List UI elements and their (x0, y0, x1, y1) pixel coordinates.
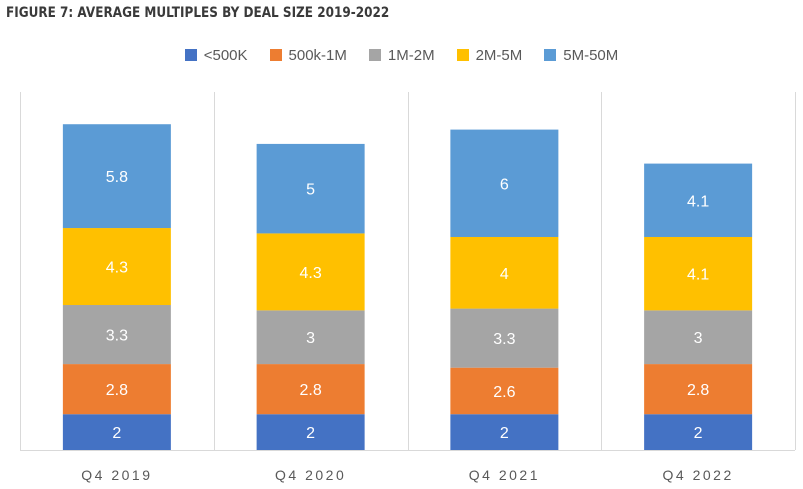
data-label: 4 (500, 266, 509, 283)
data-label: 4.3 (300, 265, 322, 282)
bar-segment (644, 364, 753, 415)
data-label: 2 (112, 425, 121, 442)
x-tick-label: Q4 2019 (81, 467, 152, 483)
bar-segment (62, 228, 171, 306)
data-label: 4.1 (687, 193, 709, 210)
data-label: 2.6 (493, 384, 515, 401)
legend-item-0: <500K (184, 46, 248, 64)
legend-swatch (184, 49, 197, 61)
legend-item-3: 2M-5M (456, 46, 523, 64)
data-label: 3.3 (106, 328, 128, 345)
legend-item-2: 1M-2M (368, 46, 435, 64)
data-label: 3 (306, 330, 315, 347)
bar-segment (256, 364, 365, 415)
data-label: 2 (500, 425, 509, 442)
data-label: 2.8 (300, 382, 322, 399)
data-label: 5 (306, 182, 315, 199)
legend-swatch (368, 49, 381, 61)
data-label: 2.8 (687, 382, 709, 399)
bar-segment (450, 414, 559, 450)
bar-segment (644, 414, 753, 450)
x-tick-label: Q4 2021 (469, 467, 540, 483)
chart-title: FIGURE 7: AVERAGE MULTIPLES BY DEAL SIZE… (6, 5, 390, 21)
legend-label: 1M-2M (387, 46, 435, 64)
bar-segment (256, 233, 365, 311)
data-label: 3.3 (493, 331, 515, 348)
bar-segment (644, 310, 753, 365)
bar-segment (256, 143, 365, 234)
data-label: 4.3 (106, 260, 128, 277)
data-label: 4.1 (687, 267, 709, 284)
legend-swatch (456, 49, 469, 61)
bar-segment (450, 236, 559, 309)
legend-label: 5M-50M (563, 46, 619, 64)
bar-segment (62, 414, 171, 450)
legend-item-1: 500k-1M (269, 46, 347, 64)
legend-label: 2M-5M (475, 46, 523, 64)
legend-swatch (269, 49, 282, 61)
data-label: 5.8 (106, 169, 128, 186)
bar-segment (450, 129, 559, 237)
bar-segment (62, 364, 171, 415)
bar-segment (256, 414, 365, 450)
bar-segment (450, 367, 559, 415)
x-tick-label: Q4 2020 (275, 467, 346, 483)
data-label: 6 (500, 176, 509, 193)
bar-segment (62, 124, 171, 229)
bar-segment (644, 236, 753, 311)
legend-label: 500k-1M (288, 46, 347, 64)
bar-segment (644, 163, 753, 237)
data-label: 3 (694, 330, 703, 347)
data-label: 2 (694, 425, 703, 442)
x-tick-label: Q4 2022 (663, 467, 734, 483)
chart-legend: <500K 500k-1M 1M-2M 2M-5M 5M-50M (0, 44, 803, 66)
data-label: 2.8 (106, 382, 128, 399)
bar-segment (256, 310, 365, 365)
bar-segment (62, 305, 171, 365)
bar-segment (450, 308, 559, 368)
legend-item-4: 5M-50M (544, 47, 618, 64)
legend-swatch (544, 49, 557, 61)
legend-label: <500K (203, 46, 248, 64)
data-label: 2 (306, 425, 315, 442)
